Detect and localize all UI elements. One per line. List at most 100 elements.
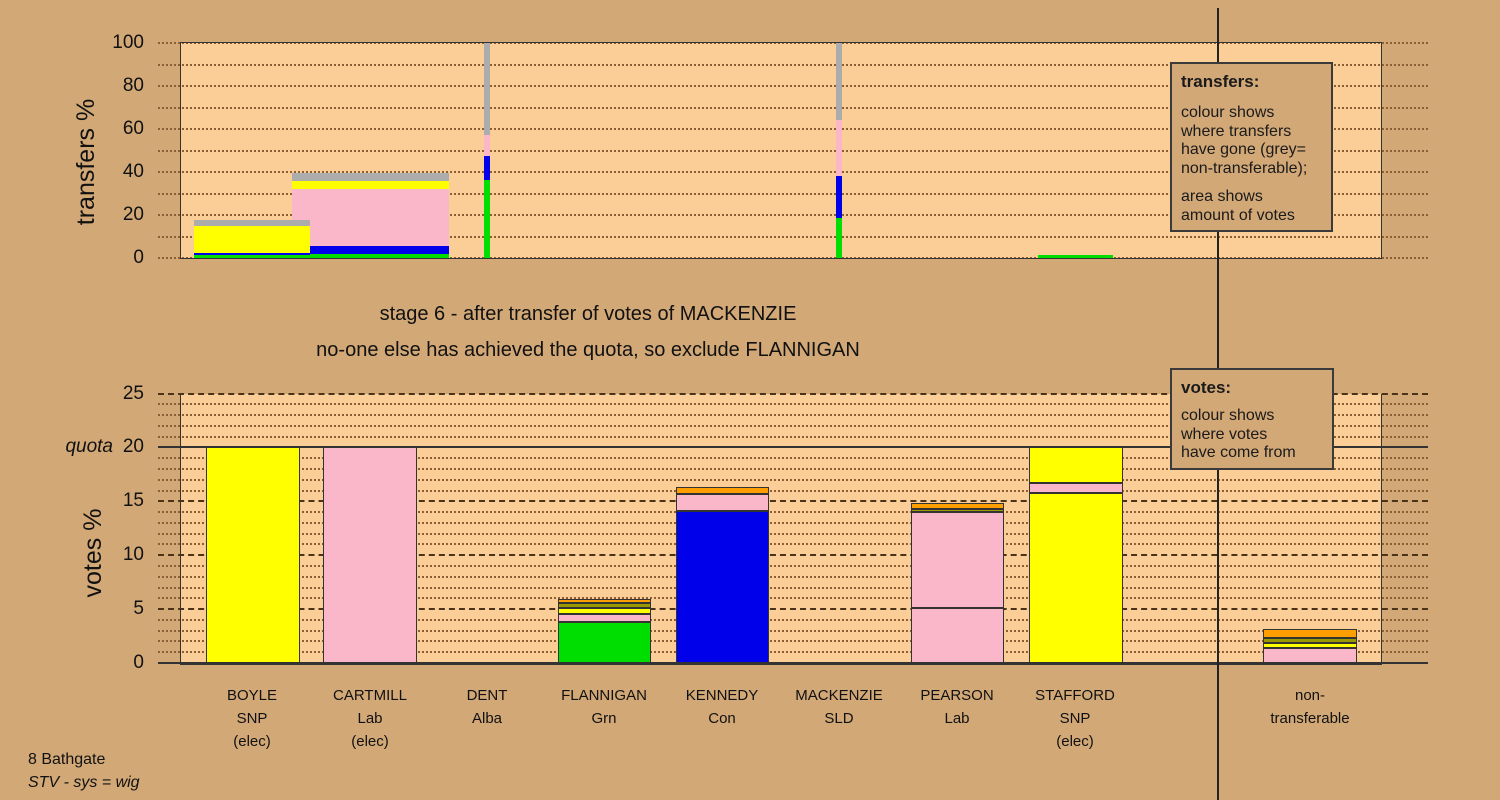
votes-gridline-2 bbox=[158, 640, 1428, 643]
transfers-bar-BOYLE-grey bbox=[194, 219, 310, 227]
votes-gridline-24 bbox=[158, 403, 1428, 406]
votes-bar-STAFFORD-yellow bbox=[1029, 493, 1123, 663]
votes-ytick-20: 20 bbox=[122, 436, 144, 458]
transfers-ytick-40: 40 bbox=[122, 161, 144, 182]
votes-bar-CARTMILL-pink bbox=[323, 447, 417, 663]
x-axis-label-non: transferable bbox=[1270, 710, 1350, 727]
votes-solid-line-20 bbox=[158, 446, 1428, 449]
votes-legend-title: votes: bbox=[1181, 378, 1232, 397]
votes-gridline-21 bbox=[158, 435, 1428, 438]
transfers-plot-frame bbox=[180, 42, 1382, 259]
x-axis-label-BOYLE: SNP bbox=[236, 710, 268, 727]
x-axis-label-FLANNIGAN: FLANNIGAN bbox=[561, 687, 647, 704]
transfers-gridline-40 bbox=[158, 171, 1428, 173]
transfers-bar-STAFFORD-green bbox=[1037, 255, 1113, 258]
votes-bar-FLANNIGAN-yellow bbox=[558, 608, 651, 615]
stage-action-caption: no-one else has achieved the quota, so e… bbox=[316, 339, 860, 361]
votes-ytick-10: 10 bbox=[122, 544, 144, 566]
stv-system-label: STV - sys = wig bbox=[28, 774, 140, 791]
votes-gridline-5 bbox=[158, 608, 1428, 611]
transfers-ytick-20: 20 bbox=[122, 204, 144, 225]
votes-bar-KENNEDY-pink bbox=[676, 493, 769, 511]
votes-bar-BOYLE-yellow bbox=[205, 447, 300, 663]
votes-gridline-4 bbox=[158, 618, 1428, 621]
votes-plot-frame bbox=[180, 393, 1382, 665]
transfers-gridline-30 bbox=[158, 192, 1428, 195]
votes-bar-PEARSON-orange bbox=[911, 502, 1004, 509]
votes-bar-non-transferable-orange bbox=[1263, 628, 1357, 638]
votes-bar-FLANNIGAN-pink bbox=[558, 614, 651, 623]
votes-legend-box: votes: colour shows where votes have com… bbox=[1170, 368, 1334, 470]
transfers-bar-CARTMILL-yellow bbox=[291, 181, 449, 189]
votes-gridline-23 bbox=[158, 414, 1428, 417]
x-axis-label-MACKENZIE: MACKENZIE bbox=[795, 687, 883, 704]
votes-gridline-10 bbox=[158, 554, 1428, 557]
votes-legend-text: colour shows where votes have come from bbox=[1181, 407, 1296, 461]
x-axis-label-STAFFORD: (elec) bbox=[1056, 733, 1094, 750]
transfers-bar-BOYLE-yellow bbox=[194, 226, 310, 254]
votes-bar-PEARSON-pink bbox=[911, 608, 1004, 663]
transfers-legend-box: transfers: colour shows where transfers … bbox=[1170, 62, 1333, 232]
transfers-legend-text-2: area shows amount of votes bbox=[1181, 188, 1295, 224]
transfers-bar-DENT-grey bbox=[484, 43, 490, 136]
votes-ytick-5: 5 bbox=[133, 598, 144, 620]
votes-gridline-3 bbox=[158, 629, 1428, 632]
x-axis-label-KENNEDY: KENNEDY bbox=[685, 687, 759, 704]
x-axis-label-STAFFORD: SNP bbox=[1059, 710, 1091, 727]
votes-bar-FLANNIGAN-orange bbox=[558, 598, 651, 604]
x-axis-label-CARTMILL: (elec) bbox=[351, 733, 389, 750]
votes-ytick-25: 25 bbox=[122, 382, 144, 404]
votes-gridline-16 bbox=[158, 489, 1428, 492]
transfers-bar-CARTMILL-blue bbox=[291, 245, 449, 255]
votes-gridline-18 bbox=[158, 467, 1428, 470]
transfers-gridline-10 bbox=[158, 235, 1428, 238]
x-axis-label-DENT: DENT bbox=[466, 687, 508, 704]
transfers-bar-CARTMILL-green bbox=[291, 254, 449, 258]
transfers-gridline-80 bbox=[158, 85, 1428, 87]
votes-solid-line-0 bbox=[158, 662, 1428, 664]
votes-bar-PEARSON-pink bbox=[911, 511, 1004, 608]
transfers-gridline-100 bbox=[158, 42, 1428, 44]
votes-gridline-19 bbox=[158, 457, 1428, 460]
transfers-gridline-50 bbox=[158, 149, 1428, 152]
transfers-ytick-80: 80 bbox=[122, 75, 144, 96]
transfers-legend-text-1: colour shows where transfers have gone (… bbox=[1181, 104, 1308, 177]
transfers-legend-title: transfers: bbox=[1181, 72, 1260, 91]
x-axis-label-CARTMILL: Lab bbox=[357, 710, 383, 727]
quota-label: quota bbox=[65, 436, 113, 457]
votes-gridline-14 bbox=[158, 511, 1428, 514]
votes-gridline-9 bbox=[158, 564, 1428, 567]
transfers-gridline-90 bbox=[158, 63, 1428, 66]
votes-bar-non-transferable-yellow bbox=[1263, 642, 1357, 649]
transfers-ytick-0: 0 bbox=[133, 247, 144, 268]
transfers-bar-MACKENZIE-grey bbox=[836, 43, 842, 121]
x-axis-label-FLANNIGAN: Grn bbox=[591, 710, 617, 727]
votes-gridline-12 bbox=[158, 532, 1428, 535]
x-axis-label-MACKENZIE: SLD bbox=[824, 710, 854, 727]
transfers-bar-CARTMILL-pink bbox=[291, 188, 449, 246]
transfers-bar-DENT-pink bbox=[484, 135, 490, 156]
votes-bar-STAFFORD-yellow bbox=[1029, 447, 1123, 483]
votes-bar-STAFFORD-pink bbox=[1029, 482, 1123, 494]
votes-gridline-6 bbox=[158, 597, 1428, 600]
votes-gridline-8 bbox=[158, 575, 1428, 578]
transfers-bar-DENT-green bbox=[484, 179, 490, 258]
votes-ytick-0: 0 bbox=[133, 652, 144, 673]
x-axis-label-PEARSON: Lab bbox=[944, 710, 970, 727]
transfers-bar-BOYLE-blue bbox=[194, 253, 310, 255]
votes-gridline-1 bbox=[158, 651, 1428, 654]
votes-gridline-13 bbox=[158, 521, 1428, 524]
votes-gridline-17 bbox=[158, 478, 1428, 481]
stage-caption: stage 6 - after transfer of votes of MAC… bbox=[379, 303, 797, 325]
transfers-bar-MACKENZIE-green bbox=[836, 218, 842, 258]
transfers-gridline-60 bbox=[158, 128, 1428, 130]
transfers-bar-MACKENZIE-pink bbox=[836, 120, 842, 176]
transfers-gridline-70 bbox=[158, 106, 1428, 109]
transfers-ytick-60: 60 bbox=[122, 118, 144, 139]
votes-bar-FLANNIGAN-olive bbox=[558, 603, 651, 609]
x-axis-label-KENNEDY: Con bbox=[708, 710, 736, 727]
votes-bar-KENNEDY-orange bbox=[676, 487, 769, 494]
transfers-bar-DENT-blue bbox=[484, 155, 490, 180]
x-axis-label-DENT: Alba bbox=[471, 710, 503, 727]
